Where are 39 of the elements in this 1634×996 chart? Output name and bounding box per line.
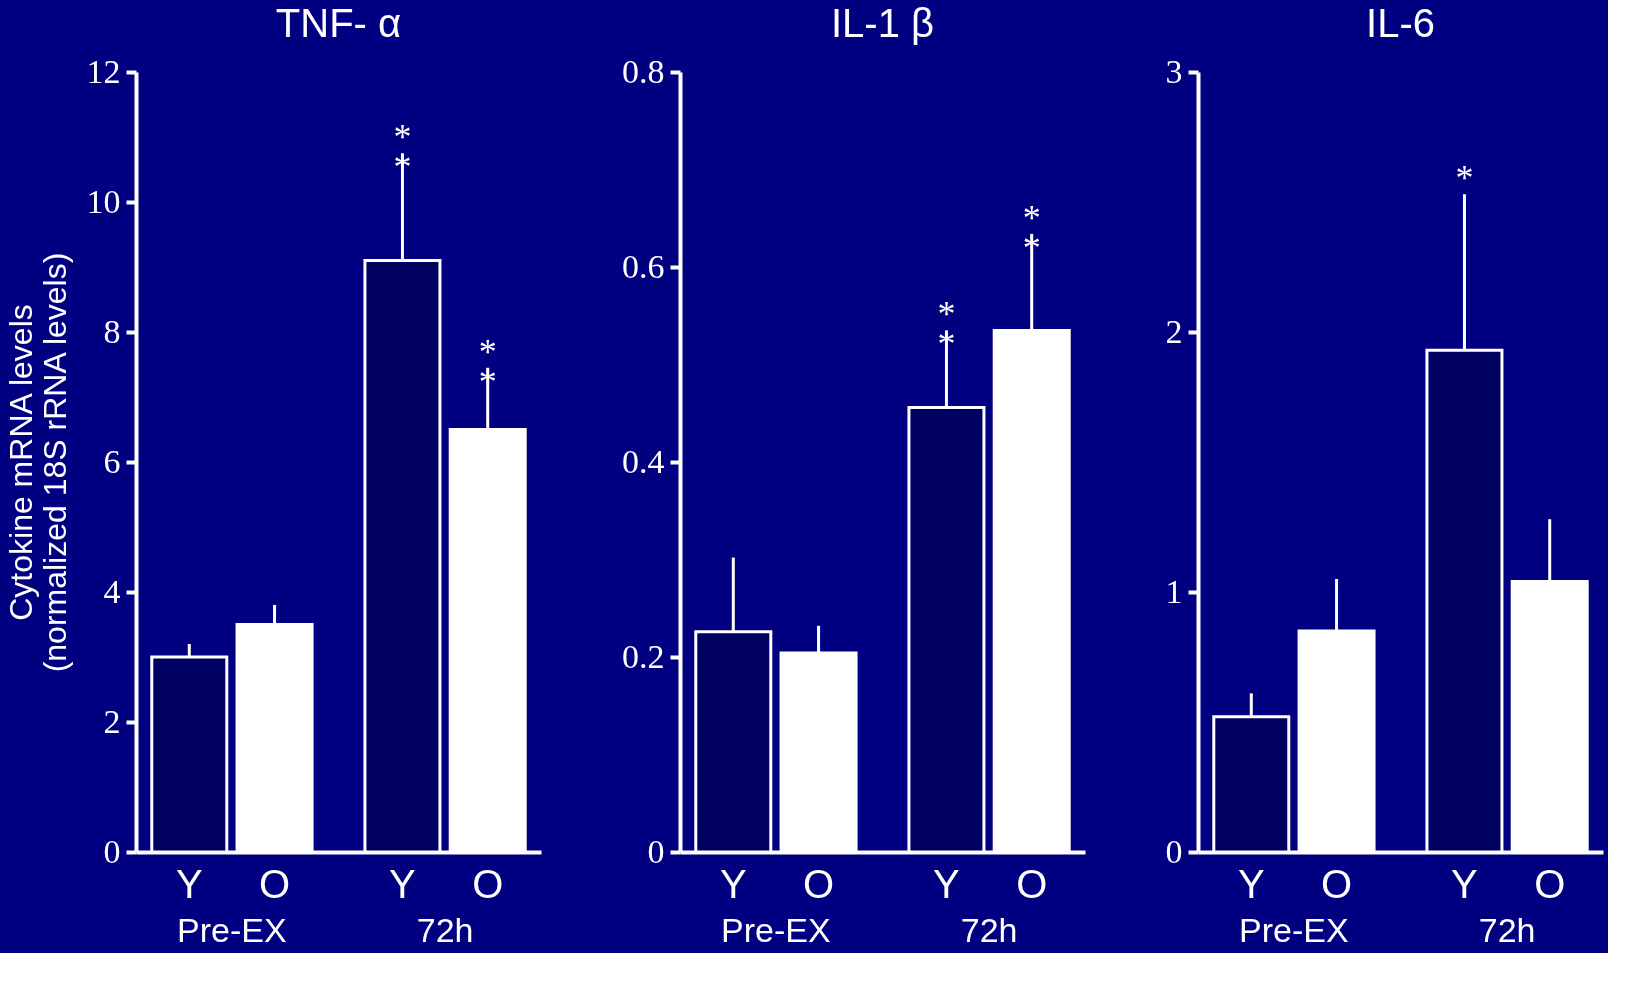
x-tick-label: 72h [960,910,1018,949]
text: Y [933,862,960,906]
y-tick-label: 2 [1165,312,1183,350]
chart-title: IL-1 β [830,1,935,45]
x-tick-label: Pre-EX [721,910,831,949]
y-tick-label: 0.2 [622,637,665,675]
y-tick-label: 4 [103,572,121,610]
y-tick-label: 3 [1165,52,1183,90]
y-tick-label: 8 [103,312,121,350]
text: O [1016,862,1048,906]
text: O [472,862,504,906]
series-label: Y [175,862,203,906]
x-tick-label: Pre-EX [1239,910,1349,949]
text: Y [389,862,416,906]
y-tick-label: 0 [647,832,665,870]
series-label: O [1320,862,1353,906]
text: Y [1451,862,1478,906]
chart-title: IL-6 [1366,1,1435,45]
y-tick-label: 12 [86,52,121,90]
y-tick-label: 0 [1165,832,1183,870]
series-label: O [258,862,291,906]
text: O [1534,862,1566,906]
x-tick-label: 72h [1478,910,1536,949]
y-tick-label: 2 [103,702,121,740]
y-axis-title: Cytokine mRNA levels (normalized 18S rRNA levels) [2,252,73,673]
y-tick-label: 0.6 [622,247,665,285]
series-label: O [802,862,835,906]
series-label: Y [719,862,747,906]
y-tick-label: 0.4 [622,442,665,480]
series-label: Y [1237,862,1265,906]
y-tick-label: 6 [103,442,121,480]
x-tick-label: Pre-EX [177,910,287,949]
y-tick-label: 0 [103,832,121,870]
y-tick-label: 0.8 [622,52,665,90]
y-tick-label: 10 [86,182,121,220]
x-tick-label: 72h [416,910,474,949]
annotation: * [1455,158,1474,199]
chart-title: TNF- α [275,1,402,45]
y-tick-label: 1 [1165,572,1183,610]
